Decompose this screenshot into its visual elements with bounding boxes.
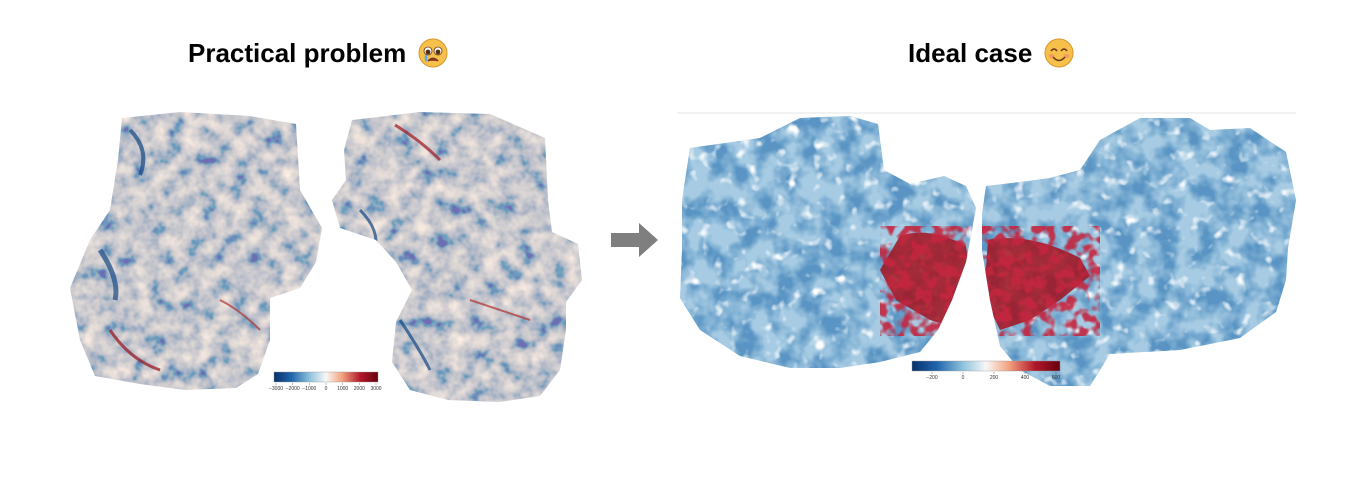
left-panel-title-text: Practical problem bbox=[188, 38, 407, 68]
left-panel-title: Practical problem bbox=[188, 38, 448, 69]
left-colorbar-tick-label: 3000 bbox=[370, 386, 381, 392]
left-colorbar-tick-label: −2000 bbox=[286, 386, 300, 392]
left-colorbar: −3000 −2000 −1000 0 1000 2000 3000 bbox=[269, 371, 382, 392]
left-colorbar-tick-label: −1000 bbox=[302, 386, 316, 392]
right-colorbar-tick-label: 600 bbox=[1052, 375, 1061, 381]
right-colorbar-bar bbox=[911, 360, 1061, 372]
left-colorbar-tick-label: 1000 bbox=[337, 386, 348, 392]
right-colorbar-tick-label: 0 bbox=[962, 375, 965, 381]
right-colorbar-tick-label: 400 bbox=[1021, 375, 1030, 381]
activation-cluster bbox=[880, 226, 1100, 336]
left-brain-map bbox=[70, 112, 582, 402]
right-colorbar-tick-label: 200 bbox=[990, 375, 999, 381]
right-arrow-icon bbox=[611, 223, 658, 257]
left-colorbar-tick-label: 2000 bbox=[354, 386, 365, 392]
right-colorbar-tick-label: −200 bbox=[926, 375, 937, 381]
crying-face-icon bbox=[418, 38, 448, 68]
right-panel-title: Ideal case bbox=[908, 38, 1074, 69]
right-brain-map bbox=[680, 116, 1296, 386]
left-colorbar-tick-label: 0 bbox=[325, 386, 328, 392]
right-colorbar: −200 0 200 400 600 bbox=[911, 360, 1061, 381]
left-colorbar-bar bbox=[273, 371, 379, 383]
left-colorbar-tick-label: −3000 bbox=[269, 386, 283, 392]
right-panel-title-text: Ideal case bbox=[908, 38, 1033, 68]
smiling-face-icon bbox=[1044, 38, 1074, 68]
